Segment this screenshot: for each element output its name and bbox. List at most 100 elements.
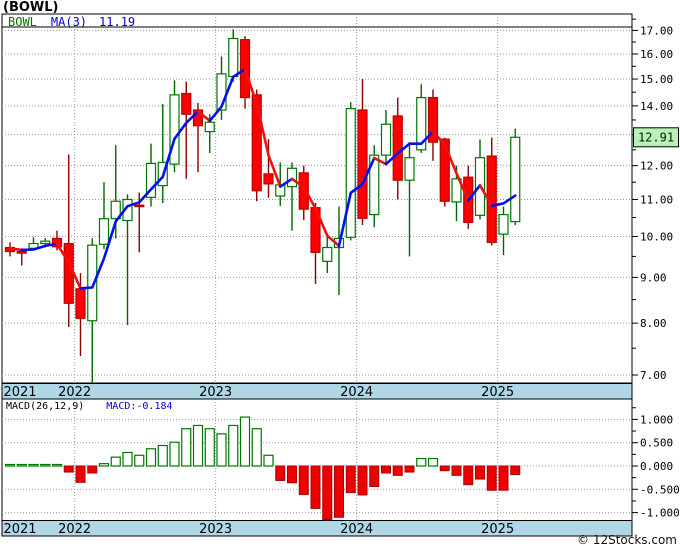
macd-bar-positive xyxy=(134,454,145,467)
candle xyxy=(298,165,309,221)
macd-tick-label: 0.500 xyxy=(640,437,673,450)
candle xyxy=(145,143,157,207)
macd-bar-positive xyxy=(145,448,157,467)
macd-bar-positive xyxy=(263,454,274,467)
macd-bar-positive xyxy=(169,441,180,467)
macd-axis: 1.000 0.500 0.000 -0.500 -1.000 xyxy=(632,407,680,520)
macd-label: MACD(26,12,9) xyxy=(6,401,85,412)
price-tick-label: 10.00 xyxy=(640,230,673,243)
macd-bar-negative xyxy=(404,465,415,473)
macd-bar-negative xyxy=(475,465,485,480)
page-title: (BOWL) xyxy=(3,0,59,15)
macd-bar-positive xyxy=(427,457,439,467)
ma-value: 11.19 xyxy=(99,15,136,29)
price-tick-label: 8.00 xyxy=(640,317,667,330)
price-gridlines xyxy=(2,29,632,376)
macd-bar-positive xyxy=(122,451,133,467)
macd-bar-positive xyxy=(239,416,251,467)
macd-bar-negative xyxy=(357,465,368,496)
candle xyxy=(181,81,192,179)
macd-bar-negative xyxy=(63,465,74,473)
price-tick-label: 7.00 xyxy=(640,369,667,382)
macd-bar-negative xyxy=(369,465,380,488)
macd-bar-negative xyxy=(392,465,403,476)
year-tick-label: 2025 xyxy=(481,522,514,537)
year-tick-label: 2022 xyxy=(58,385,91,400)
macd-bar-positive xyxy=(192,424,204,467)
macd-bar-positive xyxy=(416,457,427,467)
macd-bar-negative xyxy=(439,465,450,472)
ma3-line xyxy=(8,68,517,290)
candle xyxy=(498,206,509,256)
ma-label: MA(3) xyxy=(50,15,88,29)
year-tick-label: 2024 xyxy=(340,385,373,400)
candle xyxy=(427,89,439,161)
year-tick-label: 2023 xyxy=(199,522,232,537)
year-tick-label: 2024 xyxy=(340,522,373,537)
macd-bar-negative xyxy=(75,465,86,483)
macd-bar-negative xyxy=(486,465,497,491)
macd-bar-negative xyxy=(298,465,309,495)
macd-bar-positive xyxy=(110,456,121,467)
macd-histogram xyxy=(4,416,521,520)
macd-bar-positive xyxy=(28,463,39,467)
price-tick-label: 11.00 xyxy=(640,193,673,206)
year-tick-label: 2025 xyxy=(481,385,514,400)
candle xyxy=(380,110,392,165)
last-price-badge: 12.91 xyxy=(633,127,679,148)
year-tick-label: 2022 xyxy=(58,522,91,537)
candle xyxy=(98,182,110,250)
candle xyxy=(169,80,180,173)
symbol-label: BOWL xyxy=(8,15,37,29)
price-tick-label: 12.00 xyxy=(640,160,673,173)
macd-bar-negative xyxy=(310,465,321,509)
candle xyxy=(51,230,63,251)
macd-bar-positive xyxy=(4,463,16,467)
candle xyxy=(87,238,98,387)
macd-bar-negative xyxy=(451,465,462,476)
macd-tick-label: -1.000 xyxy=(640,507,680,520)
macd-bar-negative xyxy=(275,465,286,481)
price-tick-label: 17.00 xyxy=(640,24,673,37)
year-tick-label: 2021 xyxy=(3,385,36,400)
main-chart-legend: BOWL MA(3) 11.19 xyxy=(8,15,135,29)
candle xyxy=(404,142,415,257)
macd-bar-negative xyxy=(287,465,297,484)
year-axis-band-top: 2021 2022 2023 2024 2025 xyxy=(1,383,633,400)
candle xyxy=(510,128,521,226)
price-tick-label: 16.00 xyxy=(640,48,673,61)
macd-value: MACD:-0.184 xyxy=(106,401,173,412)
candle xyxy=(439,137,450,207)
macd-tick-label: -0.500 xyxy=(640,483,680,496)
candle xyxy=(286,162,298,231)
price-axis: 17.0016.0015.0014.0013.0012.0011.0010.00… xyxy=(632,18,673,382)
last-price-label: 12.91 xyxy=(638,130,674,144)
year-tick-label: 2021 xyxy=(3,522,36,537)
price-tick-label: 14.00 xyxy=(640,100,673,113)
year-axis-band-bottom: 2021 2022 2023 2024 2025 xyxy=(1,520,633,537)
macd-bar-positive xyxy=(16,463,27,467)
candle xyxy=(263,139,274,198)
price-tick-label: 15.00 xyxy=(640,73,673,86)
macd-bar-negative xyxy=(334,465,344,518)
candle xyxy=(416,84,427,153)
macd-tick-label: 0.000 xyxy=(640,460,673,473)
candlestick-series xyxy=(4,29,521,387)
year-tick-label: 2023 xyxy=(199,385,232,400)
macd-bar-negative xyxy=(87,465,98,474)
macd-bar-positive xyxy=(51,463,63,467)
macd-bar-positive xyxy=(228,424,239,467)
candle xyxy=(357,79,368,226)
candle xyxy=(322,236,333,274)
candle xyxy=(192,103,204,173)
macd-bar-negative xyxy=(463,465,474,486)
year-gridlines xyxy=(74,14,499,521)
macd-bar-positive xyxy=(157,444,168,467)
macd-bar-positive xyxy=(216,433,227,467)
macd-bar-positive xyxy=(98,463,110,467)
watermark-copyright: © 12Stocks.com xyxy=(577,533,677,546)
macd-tick-label: 1.000 xyxy=(640,413,673,426)
macd-bar-negative xyxy=(322,465,333,520)
